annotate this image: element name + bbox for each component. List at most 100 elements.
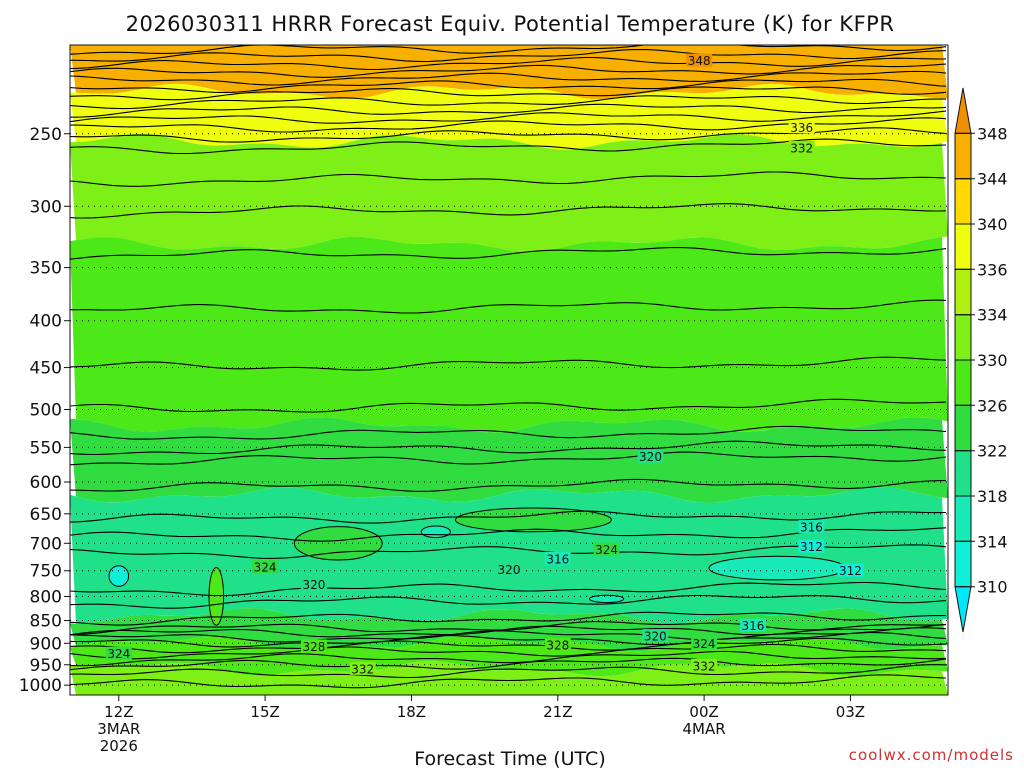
contour-label-328-16: 328	[300, 639, 327, 654]
theta-e-pocket-324	[454, 507, 612, 533]
theta-e-pocket-314	[420, 525, 451, 539]
colorbar-swatch-1	[954, 540, 972, 588]
contour-326	[70, 637, 947, 654]
colorbar-swatch-6	[954, 314, 972, 361]
ytick-label-750: 750	[30, 562, 62, 582]
contour-322	[70, 627, 947, 643]
contour-329	[70, 650, 947, 667]
contour-320	[70, 623, 947, 638]
colorbar-label-314: 314	[977, 532, 1008, 551]
colorbar-label-344: 344	[977, 170, 1008, 189]
xtick-label-15-0: 15Z	[250, 703, 279, 721]
contour-316	[70, 510, 947, 524]
colorbar-swatch-10	[954, 132, 972, 180]
contour-label-336-1: 336	[788, 120, 815, 135]
contour-324	[70, 632, 947, 648]
contour-label-316-4: 316	[798, 520, 825, 535]
theta-e-band-332	[70, 661, 948, 695]
contour-label-text: 336	[790, 121, 813, 135]
contour-344	[70, 86, 947, 101]
ytick-label-900: 900	[30, 634, 62, 654]
ytick-label-700: 700	[30, 534, 62, 554]
contour-332	[70, 138, 947, 155]
ytick-label-850: 850	[30, 612, 62, 632]
contour-342	[70, 95, 947, 110]
theta-e-pocket-322	[293, 526, 383, 561]
credit-text: coolwx.com/models	[849, 746, 1014, 764]
contour-label-text: 320	[302, 578, 325, 592]
xtick-label-27-0: 03Z	[836, 703, 865, 721]
contour-label-text: 324	[693, 637, 716, 651]
contour-label-text: 316	[546, 552, 569, 566]
contour-346	[70, 70, 947, 86]
contour-label-text: 320	[644, 630, 667, 644]
colorbar-swatch-4	[954, 404, 972, 452]
contour-label-320-8: 320	[496, 562, 522, 577]
contour-label-320-13: 320	[642, 629, 669, 644]
contour-label-text: 316	[741, 619, 764, 633]
contour-label-text: 332	[351, 662, 374, 676]
colorbar-label-330: 330	[977, 351, 1008, 370]
colorbar-label-310: 310	[977, 578, 1008, 597]
colorbar-label-318: 318	[977, 487, 1008, 506]
contour-318	[70, 621, 947, 636]
colorbar-swatch-5	[954, 359, 972, 406]
contour-label-text: 332	[693, 660, 716, 674]
contour-314	[70, 594, 947, 609]
contour-label-320-11: 320	[300, 577, 327, 592]
colorbar-label-322: 322	[977, 442, 1008, 461]
ytick-label-450: 450	[30, 359, 62, 379]
theta-e-pocket-316	[589, 594, 625, 604]
xtick-label-24-1: 4MAR	[683, 720, 726, 738]
contour-label-332-18: 332	[349, 661, 376, 676]
colorbar-swatch-low	[954, 586, 972, 633]
pressure-axis: 2503003504004505005506006507007508008509…	[19, 125, 70, 696]
contour-318	[70, 478, 946, 492]
x-axis-label: Forecast Time (UTC)	[414, 748, 605, 768]
colorbar-label-326: 326	[977, 396, 1008, 415]
contour-label-text: 312	[839, 564, 862, 578]
contour-label-324-10: 324	[252, 560, 279, 575]
contour-label-text: 324	[107, 647, 130, 661]
contour-label-328-15: 328	[544, 638, 571, 653]
ytick-label-550: 550	[30, 438, 62, 458]
contour-label-316-12: 316	[739, 618, 766, 633]
colorbar-label-334: 334	[977, 306, 1008, 325]
ytick-label-500: 500	[30, 401, 62, 421]
contour-348	[70, 56, 947, 71]
colorbar-label-336: 336	[977, 260, 1008, 279]
contour-label-text: 316	[800, 521, 823, 535]
contour-328	[70, 299, 947, 314]
contour-338	[70, 110, 947, 124]
contour-328	[70, 643, 947, 660]
ytick-label-650: 650	[30, 505, 62, 525]
contour-322	[70, 440, 947, 456]
contour-327	[70, 356, 947, 371]
contour-label-text: 320	[498, 563, 521, 577]
contour-label-324-6: 324	[593, 542, 620, 557]
theta-e-band-346	[70, 45, 948, 100]
contour-316	[70, 611, 947, 626]
xtick-label-12-0: 12Z	[104, 703, 133, 721]
contour-347	[70, 63, 947, 78]
ytick-label-300: 300	[30, 197, 62, 217]
colorbar-label-340: 340	[977, 215, 1008, 234]
xtick-label-12-1: 3MAR	[97, 720, 140, 738]
chart-title: 2026030311 HRRR Forecast Equiv. Potentia…	[126, 12, 895, 36]
theta-e-band-328	[70, 635, 948, 677]
contour-332	[70, 664, 947, 679]
ytick-label-1000: 1000	[19, 676, 62, 696]
ytick-label-350: 350	[30, 259, 62, 279]
contour-label-332-19: 332	[691, 659, 718, 674]
contour-349	[70, 48, 947, 63]
ytick-label-400: 400	[30, 312, 62, 332]
contour-331	[70, 171, 947, 187]
colorbar-swatch-high	[954, 87, 972, 134]
contour-label-text: 324	[254, 561, 277, 575]
theta-e-pocket-314	[708, 555, 847, 581]
contour-label-332-2: 332	[788, 140, 815, 155]
contour-label-324-14: 324	[691, 636, 718, 651]
theta-e-band-322	[70, 417, 948, 503]
